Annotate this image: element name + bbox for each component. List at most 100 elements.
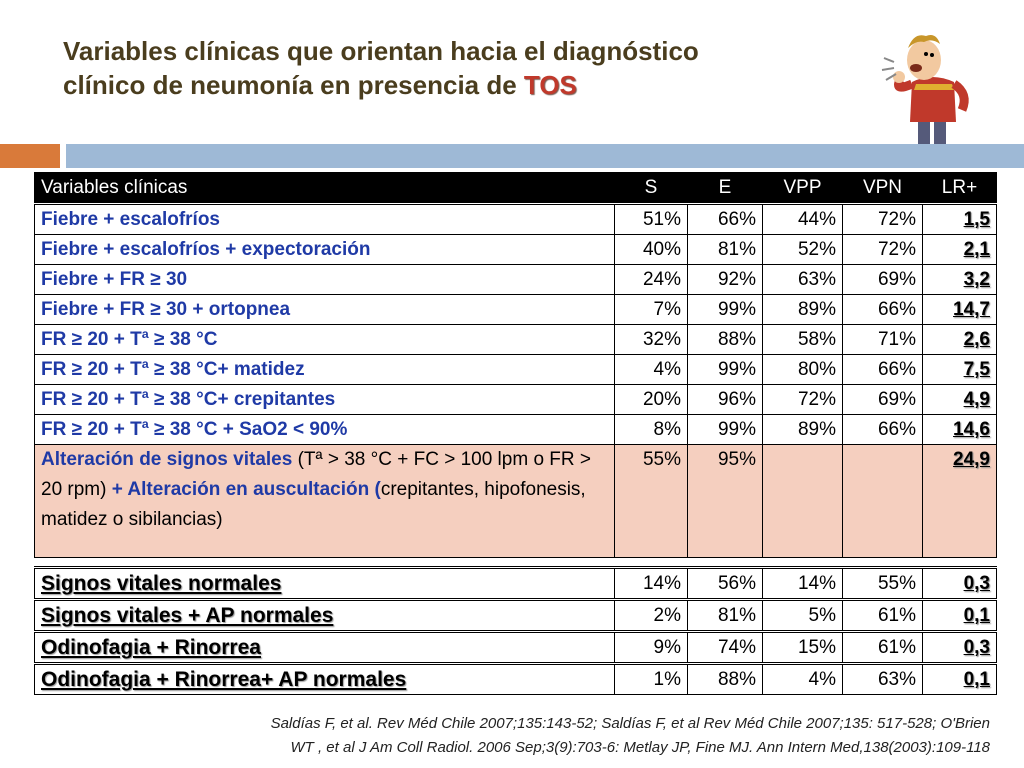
cell-lr: 0,1 — [922, 598, 997, 632]
header-variables: Variables clínicas — [34, 172, 615, 205]
table-row: Signos vitales normales 14% 56% 14% 55% … — [34, 566, 997, 600]
table-header-row: Variables clínicas S E VPP VPN LR+ — [34, 172, 997, 205]
cell-s: 8% — [614, 414, 688, 445]
cell-lr: 7,5 — [922, 354, 997, 385]
cell-e: 99% — [687, 414, 763, 445]
table-row: Fiebre + escalofríos 51% 66% 44% 72% 1,5 — [34, 203, 997, 235]
row-label-combined: Alteración de signos vitales (Tª > 38 °C… — [34, 444, 615, 558]
cell-lr: 2,1 — [922, 234, 997, 265]
cell-s: 14% — [614, 566, 688, 600]
row-label: FR ≥ 20 + Tª ≥ 38 °C+ matidez — [34, 354, 615, 385]
cell-e: 56% — [687, 566, 763, 600]
cell-vpn: 61% — [842, 630, 923, 664]
combined-part-1: Alteración de signos vitales — [41, 449, 293, 470]
table-row: Odinofagia + Rinorrea+ AP normales 1% 88… — [34, 662, 997, 695]
cell-s: 4% — [614, 354, 688, 385]
row-label: FR ≥ 20 + Tª ≥ 38 °C+ crepitantes — [34, 384, 615, 415]
cell-vpn: 71% — [842, 324, 923, 355]
cell-s: 7% — [614, 294, 688, 325]
reference-line-2: WT , et al J Am Coll Radiol. 2006 Sep;3(… — [290, 739, 990, 756]
cell-e: 88% — [687, 324, 763, 355]
title-line-1: Variables clínicas que orientan hacia el… — [63, 36, 699, 66]
cell-vpp: 5% — [762, 598, 843, 632]
title-line-2-prefix: clínico de neumonía en presencia de — [63, 70, 524, 100]
table-row: Fiebre + escalofríos + expectoración 40%… — [34, 234, 997, 265]
cell-vpp: 15% — [762, 630, 843, 664]
cell-vpp: 89% — [762, 294, 843, 325]
cell-lr: 4,9 — [922, 384, 997, 415]
cell-s: 24% — [614, 264, 688, 295]
cell-e: 74% — [687, 630, 763, 664]
cell-e: 99% — [687, 294, 763, 325]
cell-vpn — [842, 444, 923, 558]
cell-s: 20% — [614, 384, 688, 415]
cell-vpn: 72% — [842, 234, 923, 265]
table-row: FR ≥ 20 + Tª ≥ 38 °C 32% 88% 58% 71% 2,6 — [34, 324, 997, 355]
row-label: Fiebre + FR ≥ 30 + ortopnea — [34, 294, 615, 325]
cell-lr: 14,6 — [922, 414, 997, 445]
cell-s: 51% — [614, 203, 688, 235]
table-row: Signos vitales + AP normales 2% 81% 5% 6… — [34, 598, 997, 632]
combined-part-3: + Alteración en auscultación ( — [111, 479, 381, 500]
title-accent-word: TOS — [523, 70, 577, 100]
combined-part-2: (Tª > 38 °C + FC > 100 lpm o FR > 20 rpm… — [41, 449, 591, 500]
cell-e: 66% — [687, 203, 763, 235]
header-lr: LR+ — [922, 172, 997, 205]
clinical-variables-table: Variables clínicas S E VPP VPN LR+ Fiebr… — [34, 172, 997, 695]
accent-bar-orange — [0, 144, 60, 168]
cell-s: 1% — [614, 662, 688, 695]
combined-part-4: crepitantes, hipofonesis, matidez o sibi… — [41, 479, 586, 530]
cell-vpp: 80% — [762, 354, 843, 385]
cell-s: 2% — [614, 598, 688, 632]
cell-lr: 0,3 — [922, 630, 997, 664]
cell-s: 40% — [614, 234, 688, 265]
table-row: FR ≥ 20 + Tª ≥ 38 °C+ matidez 4% 99% 80%… — [34, 354, 997, 385]
table-row: Odinofagia + Rinorrea 9% 74% 15% 61% 0,3 — [34, 630, 997, 664]
cell-e: 95% — [687, 444, 763, 558]
cell-lr: 0,1 — [922, 662, 997, 695]
cell-vpn: 69% — [842, 384, 923, 415]
cell-vpp: 63% — [762, 264, 843, 295]
cell-vpp: 14% — [762, 566, 843, 600]
slide-title: Variables clínicas que orientan hacia el… — [63, 34, 863, 102]
table-row: FR ≥ 20 + Tª ≥ 38 °C+ crepitantes 20% 96… — [34, 384, 997, 415]
cell-e: 88% — [687, 662, 763, 695]
header-e: E — [687, 172, 763, 205]
cell-e: 96% — [687, 384, 763, 415]
header-vpn: VPN — [842, 172, 923, 205]
cell-lr: 14,7 — [922, 294, 997, 325]
table-row: FR ≥ 20 + Tª ≥ 38 °C + SaO2 < 90% 8% 99%… — [34, 414, 997, 445]
cell-lr: 1,5 — [922, 203, 997, 235]
cell-vpp: 72% — [762, 384, 843, 415]
cell-vpn: 63% — [842, 662, 923, 695]
references: Saldías F, et al. Rev Méd Chile 2007;135… — [90, 712, 990, 760]
cell-vpp: 4% — [762, 662, 843, 695]
cell-vpp: 58% — [762, 324, 843, 355]
cell-vpn: 55% — [842, 566, 923, 600]
row-label: Fiebre + FR ≥ 30 — [34, 264, 615, 295]
table-row: Fiebre + FR ≥ 30 + ortopnea 7% 99% 89% 6… — [34, 294, 997, 325]
row-label: Odinofagia + Rinorrea — [34, 630, 615, 664]
cell-vpn: 69% — [842, 264, 923, 295]
cell-lr: 2,6 — [922, 324, 997, 355]
cell-vpn: 72% — [842, 203, 923, 235]
row-label: Odinofagia + Rinorrea+ AP normales — [34, 662, 615, 695]
cell-vpp: 52% — [762, 234, 843, 265]
cell-e: 99% — [687, 354, 763, 385]
cell-s: 9% — [614, 630, 688, 664]
cell-lr: 3,2 — [922, 264, 997, 295]
cell-vpn: 66% — [842, 294, 923, 325]
cell-vpn: 66% — [842, 414, 923, 445]
row-label: Signos vitales normales — [34, 566, 615, 600]
cell-e: 92% — [687, 264, 763, 295]
cell-vpp: 89% — [762, 414, 843, 445]
reference-line-1: Saldías F, et al. Rev Méd Chile 2007;135… — [270, 715, 990, 732]
table-row: Fiebre + FR ≥ 30 24% 92% 63% 69% 3,2 — [34, 264, 997, 295]
row-label: FR ≥ 20 + Tª ≥ 38 °C — [34, 324, 615, 355]
accent-bar-blue — [66, 144, 1024, 168]
cell-s: 55% — [614, 444, 688, 558]
cell-e: 81% — [687, 598, 763, 632]
header-s: S — [614, 172, 688, 205]
table-gap-row — [34, 557, 997, 568]
row-label: Fiebre + escalofríos + expectoración — [34, 234, 615, 265]
